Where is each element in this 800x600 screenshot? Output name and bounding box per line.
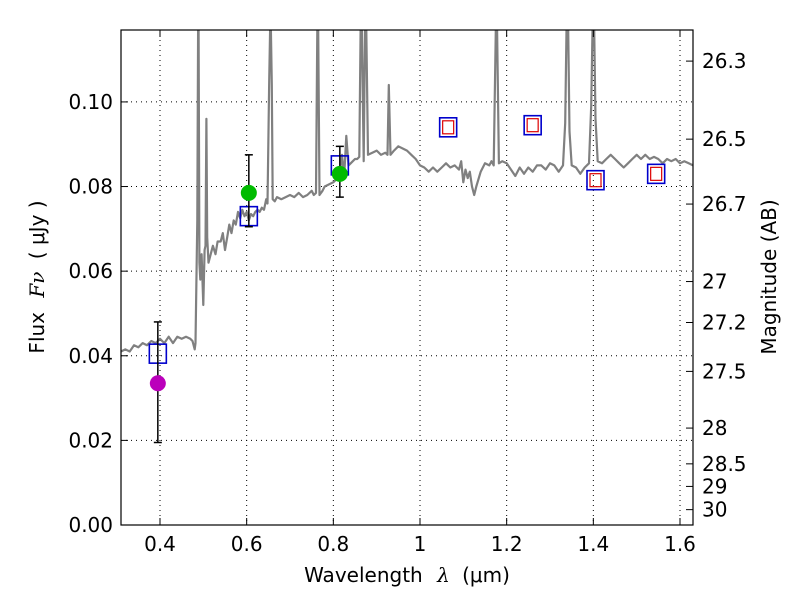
plot-frame xyxy=(120,29,694,526)
observed-photometry-square xyxy=(589,173,602,188)
observed-photometry-square xyxy=(650,166,663,181)
y-tick-label: 0.10 xyxy=(68,90,113,114)
y2-tick-label: 27 xyxy=(702,270,727,294)
detection-point xyxy=(331,165,348,182)
y2-tick-label: 30 xyxy=(702,498,727,522)
x-tick-label: 0.8 xyxy=(317,532,349,556)
y2-axis-title: Magnitude (AB) xyxy=(757,199,781,354)
x-tick-label: 1.6 xyxy=(664,532,696,556)
observed-photometry-square xyxy=(526,118,539,133)
series-layer xyxy=(121,30,693,353)
y2-tick-label: 29 xyxy=(702,474,727,498)
y-axis-unit: ( μJy ) xyxy=(25,200,49,259)
detection-point xyxy=(240,184,257,201)
x-tick-label: 1.2 xyxy=(491,532,523,556)
x-axis-label-text: Wavelength xyxy=(304,563,423,587)
y2-tick-label: 27.5 xyxy=(702,359,747,383)
y2-tick-label: 28 xyxy=(702,416,727,440)
model-photometry-square xyxy=(646,163,666,185)
observed-photometry-square xyxy=(442,120,455,135)
y-axis-title: Flux Fν ( μJy ) xyxy=(25,200,49,353)
y-tick-label: 0.04 xyxy=(68,344,113,368)
model-photometry-square xyxy=(523,114,542,136)
spectrum-line xyxy=(121,30,693,353)
y-axis-symbol: Fν xyxy=(25,272,49,299)
x-tick-label: 0.4 xyxy=(144,532,176,556)
x-axis-symbol: λ xyxy=(436,563,450,587)
x-tick-label: 1 xyxy=(414,532,427,556)
model-photometry-square xyxy=(438,117,458,138)
x-tick-label: 0.6 xyxy=(231,532,263,556)
model-photometry-square xyxy=(586,169,605,191)
y2-tick-label: 27.2 xyxy=(702,311,747,335)
x-axis-unit: (μm) xyxy=(462,563,510,587)
x-axis-title: Wavelength λ (μm) xyxy=(304,563,510,587)
y2-tick-label: 26.3 xyxy=(702,49,747,73)
x-tick-label: 1.4 xyxy=(577,532,609,556)
y-tick-label: 0.08 xyxy=(68,175,113,199)
y-tick-label: 0.00 xyxy=(68,513,113,537)
y2-tick-label: 26.7 xyxy=(702,192,747,216)
marker-layer xyxy=(148,114,666,444)
y2-tick-label: 28.5 xyxy=(702,452,747,476)
tick-layer: 0.4 0.6 0.8 1 1.2 1.4 1.6 0.00 0.02 0.04 0.06 0.08 0… xyxy=(68,30,747,556)
y-axis-label-text: Flux xyxy=(25,312,49,354)
y2-tick-label: 26.5 xyxy=(702,127,747,151)
y-tick-label: 0.02 xyxy=(68,428,113,452)
plot-background xyxy=(121,30,693,525)
detection-point xyxy=(149,375,166,392)
y-tick-label: 0.06 xyxy=(68,259,113,283)
